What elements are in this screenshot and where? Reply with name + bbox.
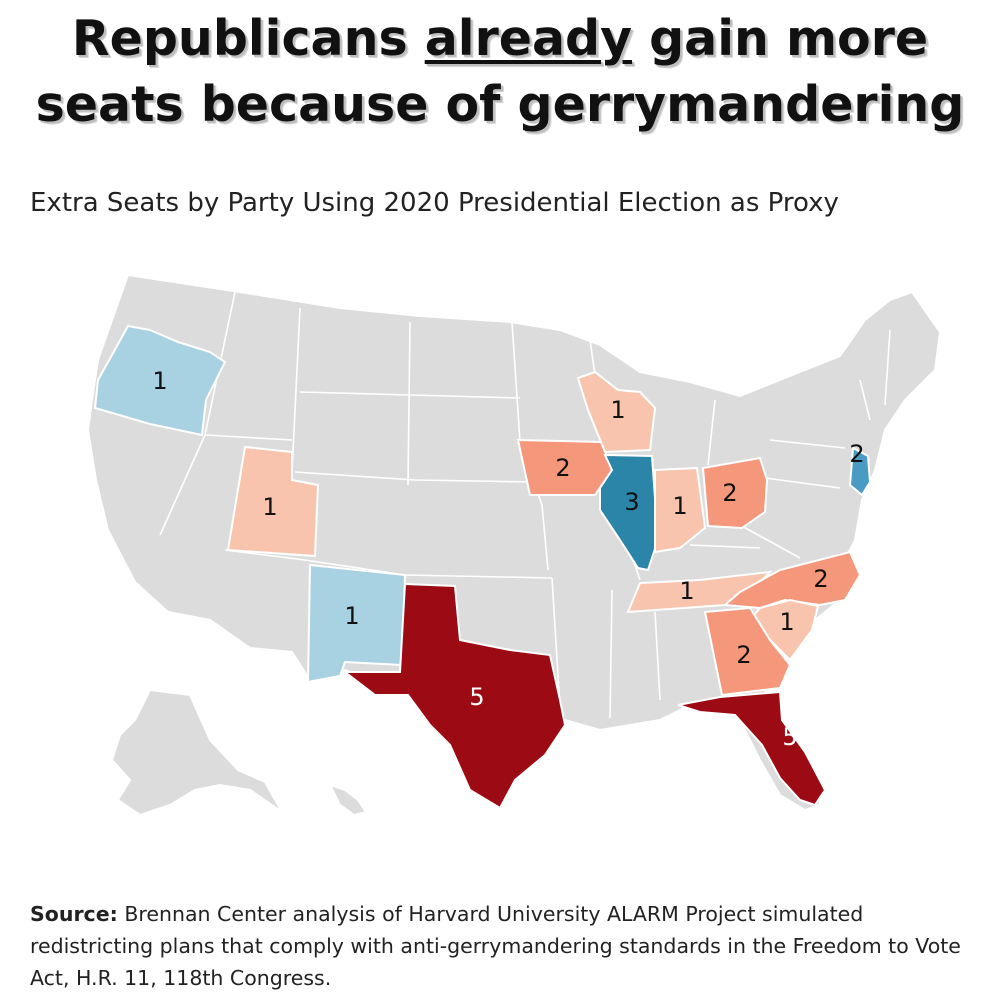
headline-text-2: gain more — [632, 10, 929, 67]
state-wisconsin — [576, 370, 657, 454]
state-florida — [677, 690, 827, 807]
label-south-carolina: 1 — [779, 608, 794, 636]
label-new-mexico: 1 — [344, 602, 359, 630]
state-utah — [226, 445, 320, 558]
state-georgia — [703, 606, 792, 697]
label-iowa: 2 — [555, 454, 570, 482]
headline-line-1: Republicans already gain more — [0, 6, 1000, 72]
state-indiana — [654, 466, 707, 554]
label-tennessee: 1 — [679, 577, 694, 605]
label-new-jersey: 2 — [849, 440, 864, 468]
label-wisconsin: 1 — [610, 396, 625, 424]
headline-emphasis: already — [424, 10, 633, 67]
label-utah: 1 — [262, 493, 277, 521]
label-texas: 5 — [469, 683, 484, 711]
hawaii — [328, 783, 368, 817]
source-label: Source: — [30, 902, 118, 926]
headline: Republicans already gain more seats beca… — [0, 6, 1000, 138]
label-north-carolina: 2 — [813, 565, 828, 593]
label-illinois: 3 — [624, 488, 639, 516]
label-georgia: 2 — [736, 641, 751, 669]
label-oregon: 1 — [152, 367, 167, 395]
label-ohio: 2 — [722, 479, 737, 507]
state-texas — [342, 582, 567, 810]
label-indiana: 1 — [672, 492, 687, 520]
alaska — [110, 688, 283, 817]
source-note: Source: Brennan Center analysis of Harva… — [30, 898, 980, 994]
headline-line-2: seats because of gerrymandering — [35, 76, 965, 133]
state-oregon — [93, 324, 227, 437]
headline-text-1: Republicans — [71, 10, 425, 67]
state-north-carolina — [722, 550, 862, 610]
seat-labels: 1 1 1 5 2 1 3 1 2 2 1 2 1 2 5 — [152, 367, 864, 751]
label-florida: 5 — [782, 723, 797, 751]
state-new-jersey — [848, 446, 872, 497]
subtitle: Extra Seats by Party Using 2020 Presiden… — [30, 188, 839, 218]
source-text: Brennan Center analysis of Harvard Unive… — [30, 902, 961, 990]
state-borders — [159, 291, 891, 719]
state-ohio — [701, 456, 769, 530]
